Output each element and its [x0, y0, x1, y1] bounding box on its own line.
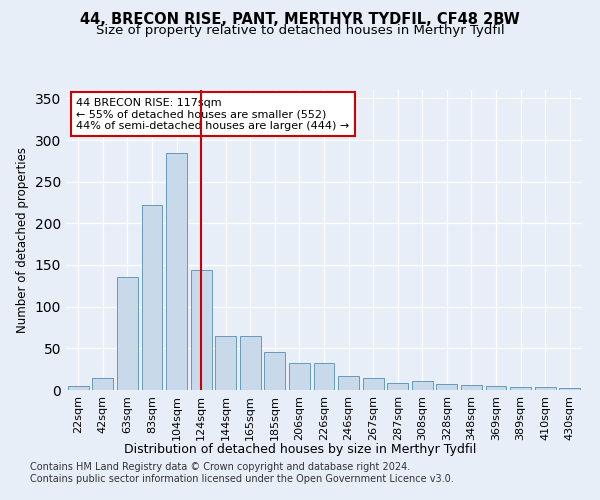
Bar: [68, 386, 89, 390]
Text: Distribution of detached houses by size in Merthyr Tydfil: Distribution of detached houses by size …: [124, 442, 476, 456]
Bar: [314, 364, 334, 390]
Bar: [535, 386, 556, 390]
Bar: [387, 382, 408, 390]
Bar: [510, 386, 531, 390]
Bar: [240, 336, 261, 390]
Bar: [485, 386, 506, 390]
Text: Size of property relative to detached houses in Merthyr Tydfil: Size of property relative to detached ho…: [95, 24, 505, 37]
Bar: [117, 276, 138, 390]
Bar: [559, 388, 580, 390]
Bar: [166, 154, 187, 390]
Bar: [191, 270, 212, 390]
Bar: [412, 381, 433, 390]
Y-axis label: Number of detached properties: Number of detached properties: [16, 147, 29, 333]
Bar: [92, 378, 113, 390]
Text: 44, BRECON RISE, PANT, MERTHYR TYDFIL, CF48 2BW: 44, BRECON RISE, PANT, MERTHYR TYDFIL, C…: [80, 12, 520, 28]
Text: Contains HM Land Registry data © Crown copyright and database right 2024.
Contai: Contains HM Land Registry data © Crown c…: [30, 462, 454, 484]
Bar: [362, 378, 383, 390]
Bar: [215, 336, 236, 390]
Bar: [461, 385, 482, 390]
Bar: [436, 384, 457, 390]
Bar: [289, 364, 310, 390]
Bar: [142, 205, 163, 390]
Bar: [265, 352, 286, 390]
Text: 44 BRECON RISE: 117sqm
← 55% of detached houses are smaller (552)
44% of semi-de: 44 BRECON RISE: 117sqm ← 55% of detached…: [76, 98, 350, 130]
Bar: [338, 376, 359, 390]
